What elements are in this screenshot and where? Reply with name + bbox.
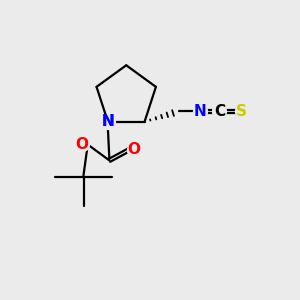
Text: N: N <box>194 104 206 119</box>
Text: S: S <box>236 104 247 119</box>
Text: O: O <box>75 136 88 152</box>
Text: N: N <box>101 114 114 129</box>
Text: C: C <box>214 104 225 119</box>
Text: O: O <box>128 142 140 158</box>
Text: N: N <box>101 114 114 129</box>
